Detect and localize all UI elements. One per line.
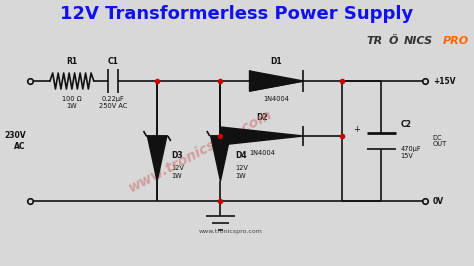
Polygon shape <box>211 136 230 181</box>
Text: 100 Ω
1W: 100 Ω 1W <box>62 96 82 109</box>
Text: DC
OUT: DC OUT <box>433 135 447 148</box>
Text: +15V: +15V <box>433 77 456 85</box>
Polygon shape <box>220 127 303 145</box>
Text: +: + <box>354 126 360 135</box>
Text: 230V
AC: 230V AC <box>4 131 26 151</box>
Text: 470μF
15V: 470μF 15V <box>401 146 421 159</box>
Text: C2: C2 <box>401 120 411 129</box>
Text: www.tronicspro.com: www.tronicspro.com <box>127 107 275 195</box>
Text: 0V: 0V <box>433 197 444 206</box>
Text: 1N4004: 1N4004 <box>249 150 275 156</box>
Text: 0.22μF
250V AC: 0.22μF 250V AC <box>99 96 128 109</box>
Text: 12V Transformerless Power Supply: 12V Transformerless Power Supply <box>60 5 414 23</box>
Text: 1N4004: 1N4004 <box>264 96 290 102</box>
Text: D2: D2 <box>256 113 268 122</box>
Polygon shape <box>147 136 167 181</box>
Text: NICS: NICS <box>403 36 433 46</box>
Text: TR: TR <box>366 36 383 46</box>
Text: R1: R1 <box>66 57 77 66</box>
Text: www.tronicspro.com: www.tronicspro.com <box>198 228 262 234</box>
Text: C1: C1 <box>108 57 118 66</box>
Text: 12V
1W: 12V 1W <box>172 165 184 178</box>
Polygon shape <box>250 71 303 91</box>
Text: D1: D1 <box>271 57 283 66</box>
Text: PRO: PRO <box>443 36 469 46</box>
Text: 12V
1W: 12V 1W <box>235 165 248 178</box>
Text: Ö: Ö <box>389 36 399 46</box>
Text: D4: D4 <box>235 151 246 160</box>
Text: D3: D3 <box>172 151 183 160</box>
